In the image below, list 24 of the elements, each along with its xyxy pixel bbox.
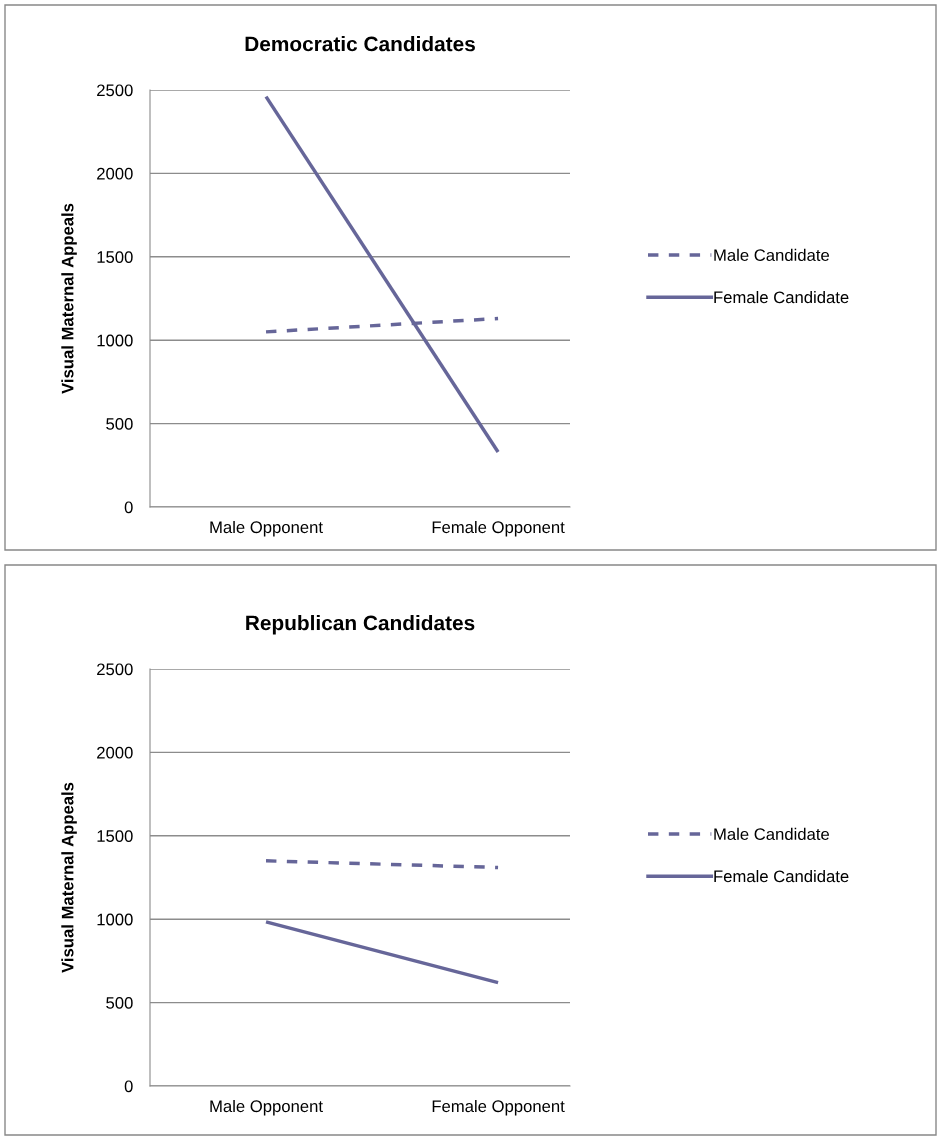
- x-tick-label: Female Opponent: [432, 1099, 565, 1116]
- chart-title: Republican Candidates: [246, 615, 475, 635]
- legend-label: Female Candidate: [714, 290, 849, 304]
- y-tick-label: 2000: [97, 746, 133, 759]
- y-axis-title: Visual Maternal Appeals: [61, 782, 77, 973]
- x-tick-label: Female Opponent: [432, 520, 565, 537]
- legend-label: Male Candidate: [714, 827, 829, 841]
- y-tick-label: 0: [124, 1080, 133, 1093]
- y-tick-label: 500: [106, 997, 133, 1009]
- y-tick-label: 1000: [97, 913, 133, 926]
- y-tick-label: 0: [124, 501, 133, 514]
- chart-title: Democratic Candidates: [245, 36, 475, 52]
- x-tick-label: Male Opponent: [210, 520, 323, 537]
- y-tick-label: 1000: [97, 334, 133, 347]
- y-tick-label: 1500: [97, 251, 133, 263]
- y-tick-label: 1500: [97, 830, 133, 842]
- x-tick-label: Male Opponent: [210, 1099, 323, 1116]
- y-tick-label: 500: [106, 418, 133, 430]
- y-tick-label: 2500: [97, 663, 133, 676]
- y-axis-title: Visual Maternal Appeals: [61, 203, 77, 394]
- legend-label: Male Candidate: [714, 248, 829, 262]
- legend-label: Female Candidate: [714, 869, 849, 883]
- y-tick-label: 2000: [97, 167, 133, 180]
- y-tick-label: 2500: [97, 84, 133, 97]
